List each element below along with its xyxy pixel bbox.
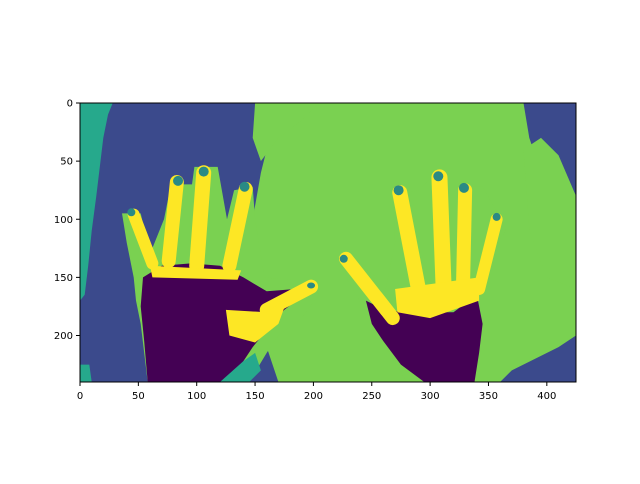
- finger-right-ring: [455, 183, 473, 302]
- region-top-left-patch: [80, 103, 113, 301]
- x-tick-label-100: 100: [187, 391, 206, 402]
- y-tick-label-100: 100: [54, 215, 73, 226]
- finger-right-thumb: [339, 251, 400, 326]
- y-tick-label-0: 0: [67, 99, 73, 110]
- y-tick-label-50: 50: [60, 157, 73, 168]
- finger-left-thumb: [259, 279, 319, 317]
- region-left-palm: [140, 263, 309, 382]
- nail-left-index: [239, 181, 250, 192]
- nail-left-ring: [173, 175, 184, 186]
- x-tick-label-250: 250: [362, 391, 381, 402]
- region-left-knuckles: [150, 265, 242, 280]
- region-left-wrist-accent: [220, 352, 261, 382]
- finger-left-middle: [189, 165, 212, 274]
- nail-right-pinky: [492, 212, 501, 221]
- nail-left-pinky: [127, 208, 136, 217]
- finger-right-index: [392, 185, 426, 297]
- finger-left-ring: [161, 175, 184, 269]
- region-left-thumb-base: [225, 298, 288, 343]
- x-tick-label-350: 350: [479, 391, 498, 402]
- nail-right-thumb: [339, 254, 348, 263]
- region-body-top: [252, 103, 320, 162]
- region-right-knuckles: [395, 277, 480, 319]
- region-bottom-left-patch: [80, 364, 92, 382]
- nail-left-middle: [198, 166, 209, 177]
- nail-right-middle: [433, 171, 444, 182]
- nail-right-index: [393, 185, 404, 196]
- y-tick-label-200: 200: [54, 331, 73, 342]
- y-tick-label-150: 150: [54, 273, 73, 284]
- x-tick-label-300: 300: [421, 391, 440, 402]
- x-tick-label-400: 400: [537, 391, 556, 402]
- finger-right-middle: [431, 169, 453, 309]
- finger-left-pinky: [127, 208, 159, 270]
- x-tick-label-150: 150: [246, 391, 265, 402]
- region-body-right-edge: [523, 137, 576, 289]
- x-tick-label-50: 50: [132, 391, 145, 402]
- x-tick-label-0: 0: [77, 391, 83, 402]
- x-axis: 0 50 100 150 200 250 300 350 400: [77, 382, 556, 402]
- plot-area: [80, 103, 576, 382]
- x-tick-label-200: 200: [304, 391, 323, 402]
- axes-frame: [79, 102, 577, 383]
- finger-left-index: [222, 182, 253, 273]
- nail-left-thumb: [307, 282, 316, 289]
- y-axis: 0 50 100 150 200: [54, 99, 80, 342]
- nail-right-ring: [458, 182, 469, 193]
- finger-right-pinky: [473, 213, 503, 295]
